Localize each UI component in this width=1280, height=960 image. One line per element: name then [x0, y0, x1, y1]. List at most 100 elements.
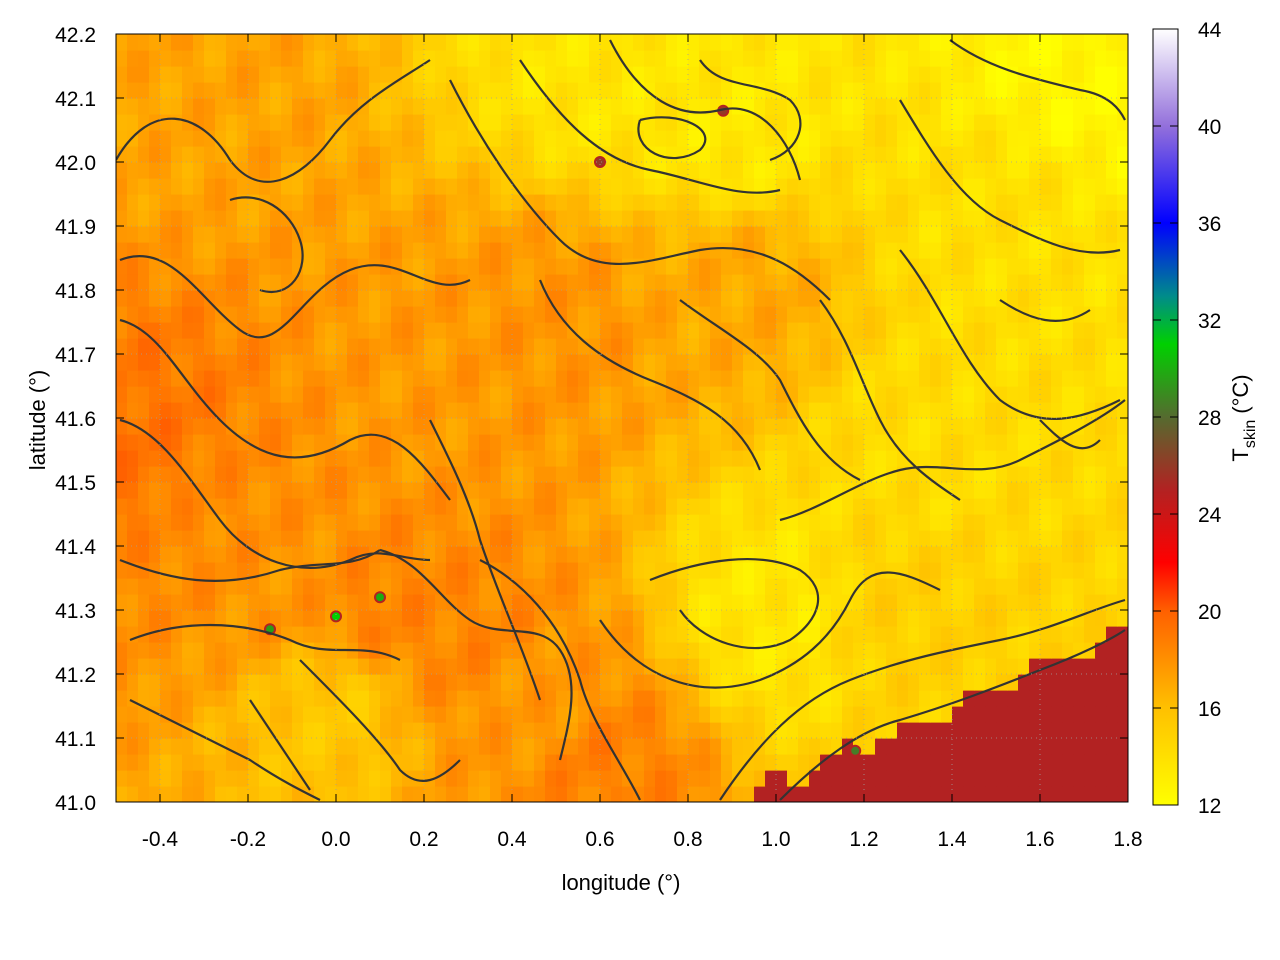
- heatmap-cell: [897, 370, 909, 387]
- heatmap-cell: [919, 418, 931, 435]
- heatmap-cell: [1029, 610, 1041, 627]
- heatmap-cell: [963, 306, 975, 323]
- heatmap-cell: [1084, 690, 1096, 707]
- x-tick-label: 0.6: [585, 828, 614, 851]
- heatmap-cell: [501, 514, 513, 531]
- heatmap-cell: [578, 514, 590, 531]
- heatmap-cell: [336, 178, 348, 195]
- heatmap-cell: [402, 290, 414, 307]
- heatmap-cell: [314, 642, 326, 659]
- heatmap-cell: [556, 770, 568, 787]
- heatmap-cell: [622, 130, 634, 147]
- heatmap-cell: [787, 546, 799, 563]
- heatmap-cell: [677, 290, 689, 307]
- heatmap-cell: [413, 146, 425, 163]
- heatmap-cell: [138, 114, 150, 131]
- heatmap-cell: [666, 114, 678, 131]
- heatmap-cell: [457, 770, 469, 787]
- heatmap-cell: [875, 290, 887, 307]
- heatmap-cell: [721, 290, 733, 307]
- heatmap-cell: [1106, 514, 1118, 531]
- heatmap-cell: [600, 50, 612, 67]
- heatmap-cell: [204, 386, 216, 403]
- heatmap-cell: [237, 642, 249, 659]
- heatmap-cell: [226, 770, 238, 787]
- heatmap-cell: [545, 450, 557, 467]
- heatmap-cell: [963, 674, 975, 691]
- heatmap-cell: [996, 418, 1008, 435]
- heatmap-cell: [347, 290, 359, 307]
- heatmap-cell: [116, 642, 128, 659]
- heatmap-cell: [930, 258, 942, 275]
- heatmap-cell: [1084, 194, 1096, 211]
- heatmap-cell: [325, 738, 337, 755]
- heatmap-cell: [666, 610, 678, 627]
- heatmap-cell: [468, 66, 480, 83]
- heatmap-cell: [545, 82, 557, 99]
- heatmap-cell: [380, 450, 392, 467]
- heatmap-cell: [875, 466, 887, 483]
- heatmap-cell: [1029, 242, 1041, 259]
- heatmap-cell: [1062, 66, 1074, 83]
- heatmap-cell: [171, 290, 183, 307]
- heatmap-cell: [996, 722, 1008, 739]
- heatmap-cell: [160, 562, 172, 579]
- heatmap-cell: [556, 98, 568, 115]
- heatmap-cell: [204, 242, 216, 259]
- heatmap-cell: [809, 162, 821, 179]
- heatmap-cell: [776, 98, 788, 115]
- heatmap-cell: [237, 546, 249, 563]
- heatmap-cell: [149, 498, 161, 515]
- heatmap-cell: [831, 354, 843, 371]
- heatmap-cell: [1106, 66, 1118, 83]
- heatmap-cell: [996, 498, 1008, 515]
- heatmap-cell: [358, 770, 370, 787]
- heatmap-cell: [622, 786, 634, 802]
- heatmap-cell: [259, 242, 271, 259]
- heatmap-cell: [347, 722, 359, 739]
- heatmap-cell: [1018, 498, 1030, 515]
- heatmap-cell: [809, 642, 821, 659]
- heatmap-cell: [743, 418, 755, 435]
- heatmap-cell: [325, 418, 337, 435]
- heatmap-cell: [721, 114, 733, 131]
- heatmap-cell: [930, 610, 942, 627]
- contour-line: [449, 79, 831, 301]
- heatmap-cell: [941, 82, 953, 99]
- heatmap-cell: [1029, 162, 1041, 179]
- heatmap-cell: [710, 290, 722, 307]
- heatmap-cell: [127, 242, 139, 259]
- heatmap-cell: [226, 418, 238, 435]
- heatmap-cell: [897, 226, 909, 243]
- heatmap-cell: [600, 498, 612, 515]
- heatmap-cell: [765, 610, 777, 627]
- heatmap-cell: [974, 546, 986, 563]
- heatmap-cell: [556, 594, 568, 611]
- heatmap-cell: [820, 482, 832, 499]
- heatmap-cell: [974, 482, 986, 499]
- heatmap-cell: [941, 786, 953, 802]
- heatmap-cell: [479, 98, 491, 115]
- heatmap-cell: [369, 482, 381, 499]
- heatmap-cell: [215, 594, 227, 611]
- x-tick-label: 1.6: [1025, 828, 1054, 851]
- heatmap-cell: [754, 98, 766, 115]
- heatmap-cell: [776, 514, 788, 531]
- heatmap-cell: [897, 498, 909, 515]
- contour-line: [899, 99, 1121, 254]
- heatmap-cell: [237, 674, 249, 691]
- heatmap-cell: [578, 754, 590, 771]
- heatmap-cell: [116, 194, 128, 211]
- heatmap-cell: [820, 322, 832, 339]
- heatmap-cell: [413, 578, 425, 595]
- heatmap-cell: [589, 546, 601, 563]
- heatmap-cell: [721, 354, 733, 371]
- heatmap-cell: [952, 242, 964, 259]
- heatmap-cell: [435, 242, 447, 259]
- heatmap-cell: [710, 770, 722, 787]
- heatmap-cell: [435, 210, 447, 227]
- heatmap-cell: [930, 306, 942, 323]
- heatmap-cell: [490, 66, 502, 83]
- heatmap-cell: [215, 338, 227, 355]
